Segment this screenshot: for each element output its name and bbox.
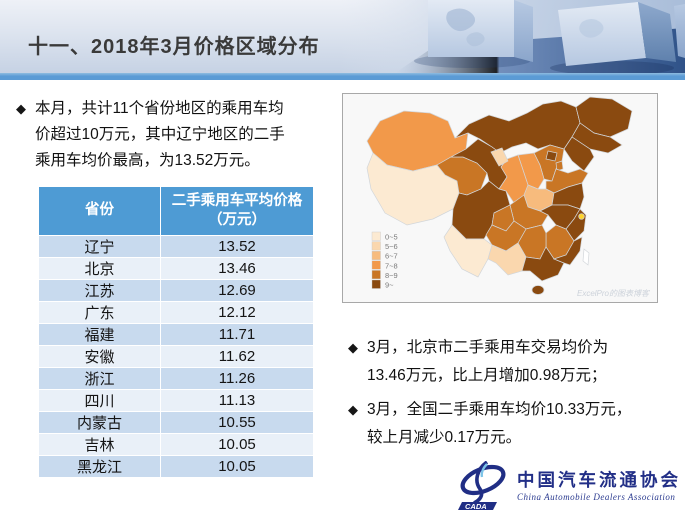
legend-label: 6~7 [385,252,398,261]
price-table-body: 辽宁 13.52 北京 13.46 江苏 12.69 广东 12.12 福建 11.71 安徽 11.… [38,234,314,478]
header-accent-bar [0,73,685,80]
page-title: 十一、2018年3月价格区域分布 [28,36,320,58]
cube-side-face [638,2,676,62]
map-watermark: ExcelPro的图表博客 [577,289,650,298]
organization-name: 中国汽车流通协会 China Automobile Dealers Associ… [517,470,681,502]
province-cell: 辽宁 [38,234,161,258]
right-bullet-1-text: 3月，北京市二手乘用车交易均价为13.46万元，比上月增加0.98万元； [367,339,609,384]
cube-front-face [428,0,514,57]
table-row: 福建 11.71 [38,322,314,346]
province-cell: 广东 [38,300,161,324]
price-cell: 13.52 [160,234,314,258]
table-row: 黑龙江 10.05 [38,454,314,478]
legend-label: 8~9 [385,271,398,280]
legend-swatch [371,251,381,260]
cube-shadow [414,54,530,68]
right-bullet-2: ◆ 3月，全国二手乘用车均价10.33万元，较上月减少0.17万元。 [348,396,682,452]
table-row: 北京 13.46 [38,256,314,280]
price-cell: 10.55 [160,410,314,434]
price-cell: 10.05 [160,432,314,456]
legend-label: 7~8 [385,261,398,270]
price-cell: 11.71 [160,322,314,346]
map-region-yunnan [443,224,493,278]
province-cell: 黑龙江 [38,454,161,478]
table-row: 四川 11.13 [38,388,314,412]
map-legend: 0~55~66~77~88~99~ [371,231,398,290]
legend-swatch [371,260,381,270]
organization-name-en: China Automobile Dealers Association [517,492,676,502]
legend-swatch [371,279,381,289]
right-bullet-2-text: 3月，全国二手乘用车均价10.33万元，较上月减少0.17万元。 [367,401,632,446]
price-cell: 10.05 [160,454,314,478]
legend-swatch [371,241,381,251]
map-region-ningxia [490,147,509,167]
legend-label: 5~6 [385,242,398,251]
legend-label: 0~5 [385,233,398,242]
province-cell: 浙江 [38,366,161,390]
right-bullet-list: ◆ 3月，北京市二手乘用车交易均价为13.46万元，比上月增加0.98万元； ◆… [348,334,682,452]
legend-label: 9~ [385,281,394,290]
cubes-decoration-graphic [340,0,685,73]
province-cell: 四川 [38,388,161,412]
bullet-diamond-icon: ◆ [348,402,358,417]
left-bullet-text: 本月，共计11个省份地区的乘用车均价超过10万元，其中辽宁地区的二手乘用车均价最… [35,100,285,169]
legend-swatch [371,231,381,241]
organization-logo: CADA 中国汽车流通协会 China Automobile Dealers A… [457,461,681,511]
table-row: 浙江 11.26 [38,366,314,390]
table-row: 江苏 12.69 [38,278,314,302]
price-cell: 12.69 [160,278,314,302]
cada-emblem-icon: CADA [458,461,506,511]
table-row: 广东 12.12 [38,300,314,324]
map-region-guangdong [521,246,565,282]
table-row: 吉林 10.05 [38,432,314,456]
map-region-beijing [545,150,558,162]
price-cell: 12.12 [160,300,314,324]
map-region-tianjin [555,160,564,172]
bullet-diamond-icon: ◆ [16,101,26,116]
map-region-hainan [531,285,545,295]
col-header-province: 省份 [38,186,161,236]
table-row: 内蒙古 10.55 [38,410,314,434]
slide-header: 十一、2018年3月价格区域分布 [0,0,685,73]
table-row: 安徽 11.62 [38,344,314,368]
cube-side-face [514,0,533,62]
right-bullet-1: ◆ 3月，北京市二手乘用车交易均价为13.46万元，比上月增加0.98万元； [348,334,682,390]
bullet-diamond-icon: ◆ [348,340,358,355]
china-price-map: 0~5 5~6 6~7 7~8 8~9 9~ ExcelPro的图表博客 [342,93,658,303]
organization-name-cn: 中国汽车流通协会 [517,470,681,490]
province-cell: 江苏 [38,278,161,302]
world-map-texture [466,32,485,47]
province-cell: 安徽 [38,344,161,368]
map-marker-shanghai [578,213,585,220]
col-header-price: 二手乘用车平均价格 （万元） [160,186,314,236]
world-map-texture [579,19,604,38]
table-row: 辽宁 13.52 [38,234,314,258]
map-region-taiwan [582,248,590,266]
table-header-row: 省份 二手乘用车平均价格 （万元） [38,186,314,236]
world-map-texture [446,8,476,32]
china-map-svg: 0~55~66~77~88~99~ ExcelPro的图表博客 [366,96,650,298]
price-cell: 11.62 [160,344,314,368]
province-cell: 北京 [38,256,161,280]
province-cell: 吉林 [38,432,161,456]
price-table: 省份 二手乘用车平均价格 （万元） 辽宁 13.52 北京 13.46 江苏 12.69 广… [38,186,314,478]
cube-front-face [674,4,685,58]
province-cell: 福建 [38,322,161,346]
cada-abbr: CADA [465,502,487,511]
cube-front-face [558,2,646,66]
map-region-fujian [552,236,583,266]
price-cell: 13.46 [160,256,314,280]
price-cell: 11.13 [160,388,314,412]
left-bullet: ◆ 本月，共计11个省份地区的乘用车均价超过10万元，其中辽宁地区的二手乘用车均… [16,96,338,174]
legend-swatch [371,270,381,280]
price-cell: 11.26 [160,366,314,390]
province-cell: 内蒙古 [38,410,161,434]
